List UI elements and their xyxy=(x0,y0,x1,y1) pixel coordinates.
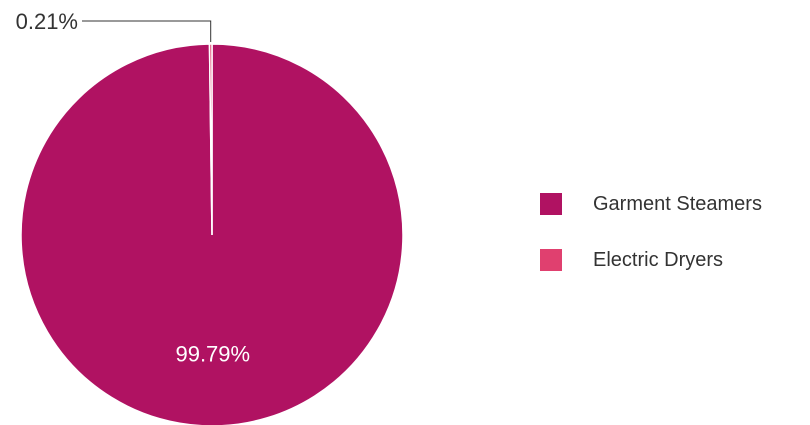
legend-swatch-garment-steamers xyxy=(540,193,562,215)
slice-label-electric-dryers: 0.21% xyxy=(16,9,78,34)
slice-label-garment-steamers: 99.79% xyxy=(175,341,250,366)
leader-line-electric-dryers xyxy=(82,20,212,42)
legend-item-electric-dryers[interactable]: Electric Dryers xyxy=(540,246,762,274)
legend-item-garment-steamers[interactable]: Garment Steamers xyxy=(540,190,762,218)
legend-label-electric-dryers: Electric Dryers xyxy=(593,248,724,271)
legend-swatch-electric-dryers xyxy=(540,249,562,271)
pie-slice-electric-dryers[interactable] xyxy=(208,43,213,236)
legend-label-garment-steamers: Garment Steamers xyxy=(593,192,762,215)
legend: Garment Steamers Electric Dryers xyxy=(540,190,762,302)
